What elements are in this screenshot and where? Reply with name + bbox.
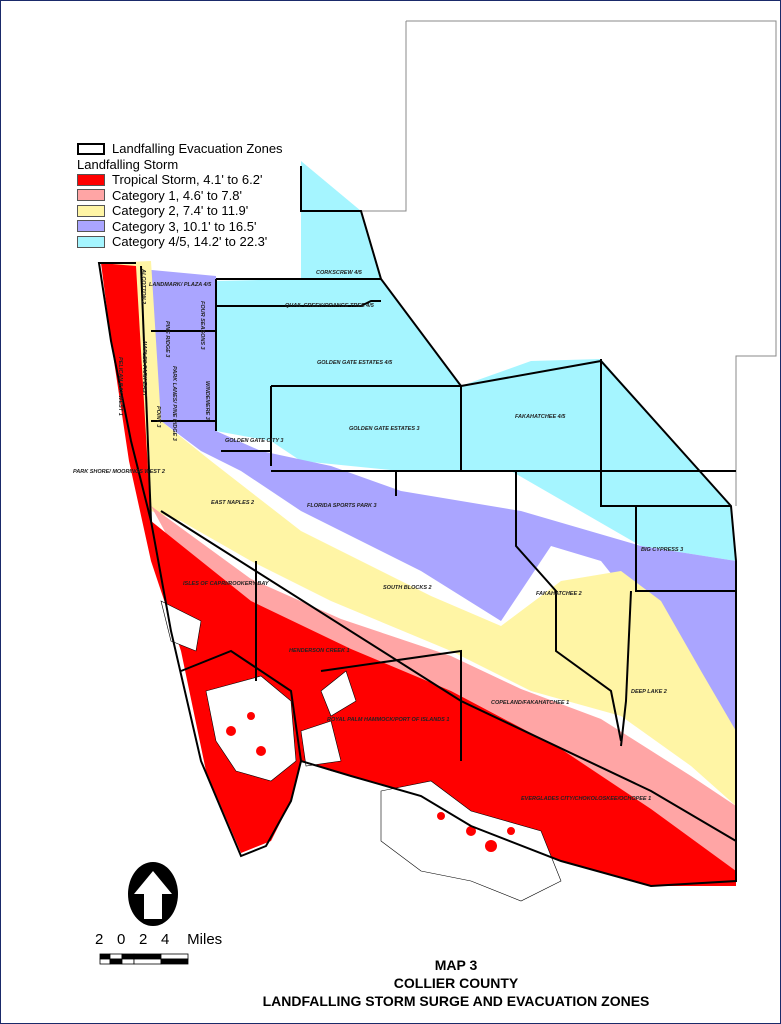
legend-item: Category 4/5, 14.2' to 22.3' [112,234,268,249]
zone-label: PARK SHORE/ MOORINGS WEST 2 [73,469,165,475]
scale-bar [99,953,189,965]
title-line-1: MAP 3 [434,957,478,973]
evacuation-zone-boundaries [97,166,737,888]
north-arrow-icon [128,862,178,926]
zone-label: PELICAN BAY WEST 1 [117,357,123,416]
zone-label: BIG CYPRESS 3 [641,547,683,553]
legend-heading: Landfalling Storm [77,156,179,172]
zone-label: PINE RIDGE 3 [164,321,170,357]
surge-zone-cat2 [101,261,736,806]
zone-label: FAKAHATCHEE 4/5 [515,414,566,420]
zone-label: GOLDEN GATE CITY 3 [225,438,283,444]
surge-zone-cat3 [141,269,736,731]
scale-tick: 4 [161,931,170,948]
islands [160,600,562,902]
county-outline [406,20,777,506]
zone-label: COPELAND/FAKAHATCHEE 1 [491,700,569,706]
zone-label: FLORIDA SPORTS PARK 3 [307,503,377,509]
title-line-3: LANDFALLING STORM SURGE AND EVACUATION Z… [262,993,650,1009]
legend-swatch [77,220,105,233]
zone-label: GOLDEN GATE ESTATES 4/5 [317,360,393,366]
zone-label: GOLDEN GATE ESTATES 3 [349,426,420,432]
scale-tick: 2 [139,931,148,948]
zone-label: SOUTH BLOCKS 2 [383,585,432,591]
zone-label: FOUR SEASONS 3 [199,301,205,350]
zone-label: LANDMARK/ PLAZA 4/5 [149,282,212,288]
legend-zones-label: Landfalling Evacuation Zones [112,141,283,156]
legend-item: Category 1, 4.6' to 7.8' [112,187,242,203]
legend-item: Category 3, 10.1' to 16.5' [112,218,257,234]
legend-swatch [77,173,105,186]
zone-label: QUAIL CREEK/ORANGE TREE 4/5 [285,303,375,309]
zone-label: DEEP LAKE 2 [631,689,667,695]
zone-label: ROYAL PALM HAMMOCK/PORT OF ISLANDS 1 [327,717,449,723]
zone-label: EAST NAPLES 2 [211,500,254,506]
scale-tick: 2 [95,931,104,948]
zone-boundary-swatch [77,142,105,155]
zone-label: FAKAHATCHEE 2 [536,591,582,597]
zone-label: ISLES OF CAPRI/ROOKERY BAY [183,581,270,587]
surge-zone-cat45 [216,161,736,561]
mangrove-islands [226,712,515,852]
scale-unit: Miles [187,931,223,948]
legend-swatch [77,189,105,202]
legend-item: Tropical Storm, 4.1' to 6.2' [112,172,263,187]
zone-label: CORKSCREW 4/5 [316,270,363,276]
zone-label: NAPLES PARK EAST [141,341,147,397]
legend-swatch [77,204,105,217]
map-title: MAP 3 COLLIER COUNTY LANDFALLING STORM S… [241,956,671,1010]
zone-label: POINT 3 [155,406,161,427]
title-line-2: COLLIER COUNTY [393,975,519,991]
legend-swatch [77,235,105,248]
map-legend: Landfalling Evacuation Zones Landfalling… [77,141,283,250]
zone-label: EVERGLADES CITY/CHOKOLOSKEE/OCHOPEE 1 [521,796,651,802]
zone-label: PARK LANES/ PINE RIDGE 3 [171,366,177,441]
scale-tick: 0 [117,931,126,948]
zone-label: WINDEMERE 3 [204,381,210,420]
zone-label: HENDERSON CREEK 1 [289,648,350,654]
legend-item: Category 2, 7.4' to 11.9' [112,203,249,218]
zone-label: ALCOTTON 2 [140,268,146,304]
